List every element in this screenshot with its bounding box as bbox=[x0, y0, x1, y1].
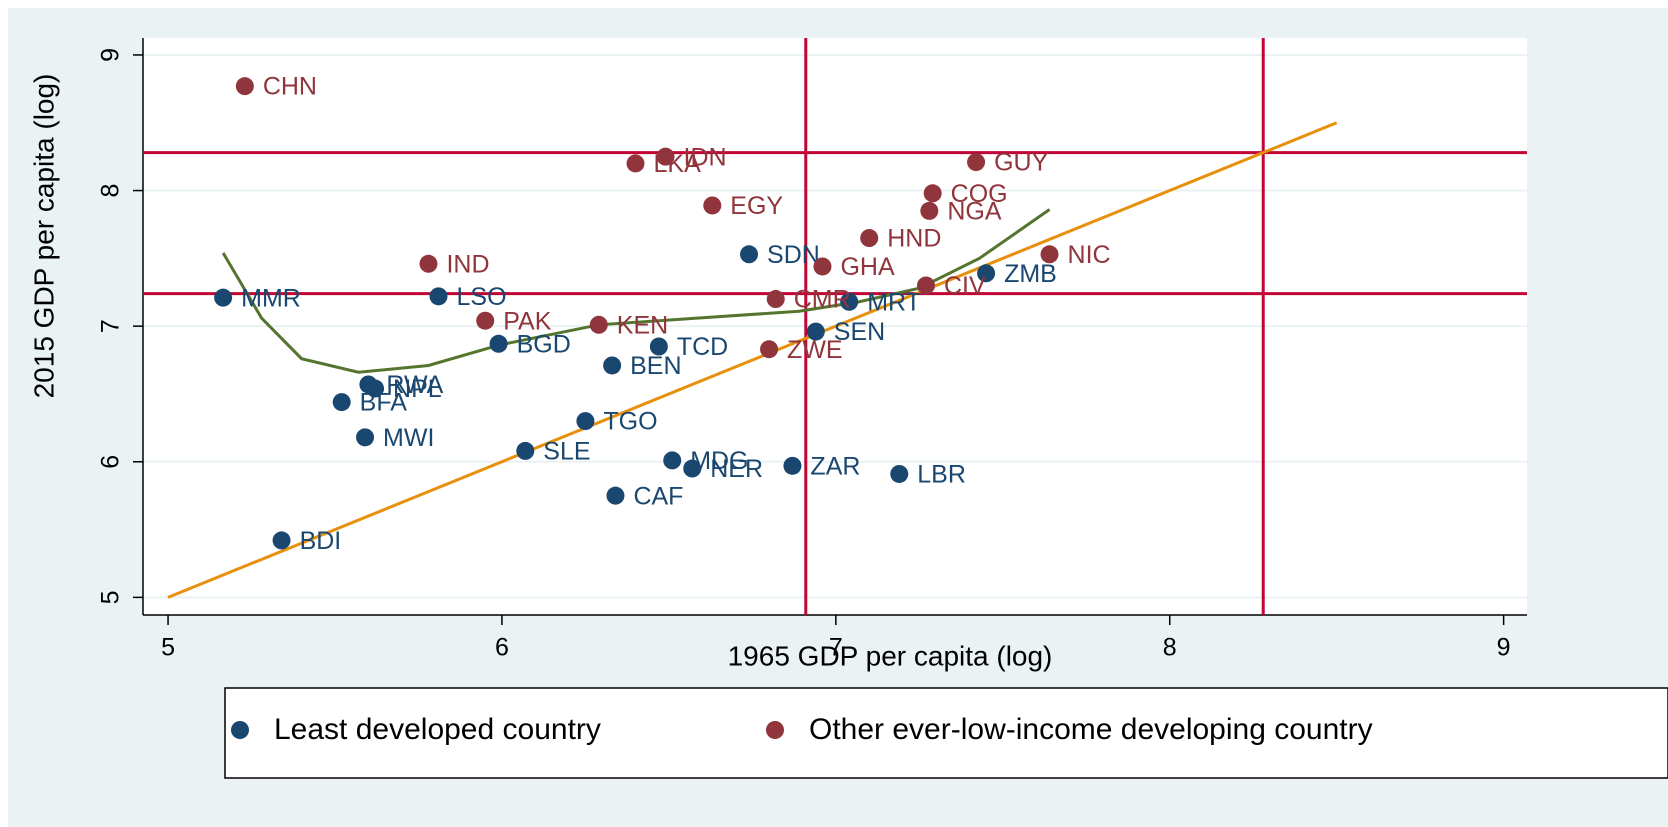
point bbox=[606, 486, 625, 505]
legend bbox=[224, 687, 1668, 779]
x-tick-label: 7 bbox=[829, 634, 843, 662]
point-label: RWA bbox=[386, 371, 443, 399]
point bbox=[626, 154, 645, 173]
point bbox=[766, 290, 785, 309]
fit-line bbox=[167, 121, 1338, 599]
legend-label: Other ever-low-income developing country bbox=[809, 713, 1373, 746]
legend-marker bbox=[231, 721, 249, 739]
point-label: BFA bbox=[360, 389, 408, 417]
point bbox=[576, 412, 595, 431]
x-tick-label: 8 bbox=[1163, 634, 1177, 662]
point bbox=[649, 337, 668, 356]
y-tick-label: 5 bbox=[97, 590, 125, 604]
point-label: ZMB bbox=[1004, 260, 1057, 288]
point bbox=[967, 153, 986, 172]
point-label: SEN bbox=[834, 318, 885, 346]
point-label: NER bbox=[710, 455, 763, 483]
point-label: LBR bbox=[917, 461, 966, 489]
point-label: EGY bbox=[730, 192, 783, 220]
point bbox=[603, 356, 622, 375]
point bbox=[214, 288, 233, 307]
point bbox=[683, 459, 702, 478]
point bbox=[429, 287, 448, 306]
point-label: IND bbox=[446, 250, 489, 278]
y-tick-label: 8 bbox=[97, 184, 125, 198]
x-tick-label: 6 bbox=[495, 634, 509, 662]
point-label: MMR bbox=[241, 284, 301, 312]
point bbox=[332, 393, 351, 412]
point-label: MRT bbox=[867, 288, 921, 316]
point-label: TCD bbox=[677, 333, 728, 361]
point-label: BGD bbox=[517, 330, 571, 358]
point bbox=[703, 196, 722, 215]
point-label: COG bbox=[951, 180, 1008, 208]
legend-marker bbox=[766, 721, 784, 739]
point bbox=[813, 257, 832, 276]
point bbox=[272, 531, 291, 550]
point-label: LSO bbox=[456, 283, 506, 311]
point-label: CHN bbox=[263, 73, 317, 101]
point bbox=[840, 292, 859, 311]
x-axis-title: 1965 GDP per capita (log) bbox=[728, 640, 1053, 671]
point bbox=[783, 456, 802, 475]
point bbox=[589, 315, 608, 334]
point bbox=[920, 201, 939, 220]
point-label: BDI bbox=[300, 527, 342, 555]
point-label: CIV bbox=[944, 272, 986, 300]
point bbox=[923, 184, 942, 203]
point-label: ZAR bbox=[810, 452, 860, 480]
point-label: SDN bbox=[767, 241, 820, 269]
point-label: CAF bbox=[633, 482, 683, 510]
point bbox=[489, 334, 508, 353]
point bbox=[1040, 245, 1059, 264]
point bbox=[760, 340, 779, 359]
point bbox=[516, 441, 535, 460]
y-tick-label: 7 bbox=[97, 319, 125, 333]
point bbox=[235, 77, 254, 96]
point bbox=[740, 245, 759, 264]
point bbox=[977, 264, 996, 283]
point-label: HND bbox=[887, 225, 941, 253]
y-tick-label: 6 bbox=[97, 455, 125, 469]
point bbox=[890, 464, 909, 483]
point bbox=[656, 147, 675, 166]
point-label: IDN bbox=[684, 143, 727, 171]
point-label: GUY bbox=[994, 149, 1049, 177]
x-tick-label: 9 bbox=[1497, 634, 1511, 662]
point bbox=[663, 451, 682, 470]
point-label: CMR bbox=[794, 286, 851, 314]
point-label: LKA bbox=[653, 150, 701, 178]
point bbox=[366, 379, 385, 398]
point-label: PAK bbox=[503, 307, 551, 335]
y-tick-label: 9 bbox=[97, 48, 125, 62]
legend-label: Least developed country bbox=[274, 713, 601, 746]
point bbox=[916, 276, 935, 295]
point-label: NGA bbox=[947, 198, 1002, 226]
point-label: MWI bbox=[383, 424, 434, 452]
y-axis-title: 2015 GDP per capita (log) bbox=[28, 74, 59, 399]
point bbox=[356, 428, 375, 447]
point bbox=[419, 254, 438, 273]
point-label: TGO bbox=[603, 408, 657, 436]
point-label: GHA bbox=[840, 253, 895, 281]
point bbox=[860, 229, 879, 248]
point-label: SLE bbox=[543, 438, 590, 466]
x-tick-label: 5 bbox=[161, 634, 175, 662]
point-label: NPL bbox=[393, 375, 442, 403]
point-label: BEN bbox=[630, 352, 681, 380]
point bbox=[806, 322, 825, 341]
point bbox=[476, 311, 495, 330]
point-label: NIC bbox=[1068, 241, 1111, 269]
point-label: KEN bbox=[617, 311, 668, 339]
point-label: ZWE bbox=[787, 336, 843, 364]
